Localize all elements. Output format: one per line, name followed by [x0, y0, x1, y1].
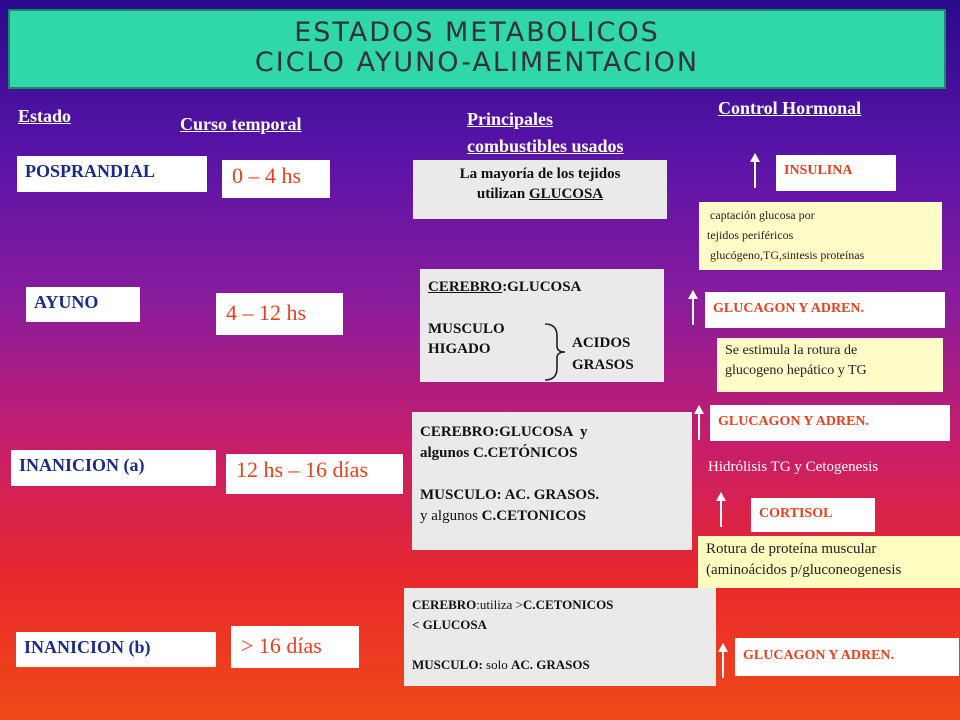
- fuel-inanicion-b-cetonicos: C.CETONICOS: [522, 597, 614, 612]
- fuel-posprandial-line-2: utilizan GLUCOSA: [421, 184, 659, 204]
- note-ayuno-line-2: glucogeno hepático y TG: [725, 363, 867, 378]
- note-posprandial-line-1: captación glucosa por: [707, 208, 815, 222]
- up-arrow-icon: [694, 405, 704, 440]
- note-posprandial-line-2: tejidos periféricos: [707, 228, 794, 242]
- hormone-cortisol: CORTISOL: [751, 498, 875, 532]
- fuel-ayuno-acidos-line-2: GRASOS: [572, 357, 634, 373]
- fuel-inanicion-b-solo: solo: [486, 657, 511, 672]
- fuel-ayuno-line-1: CEREBRO:GLUCOSA: [428, 277, 656, 297]
- header-estado: Estado: [18, 106, 72, 126]
- note-inanicion-a: Rotura de proteína muscular (aminoácidos…: [698, 536, 960, 588]
- fuel-inanicion-b-line-1: CEREBRO:utiliza >C.CETONICOS: [412, 595, 708, 615]
- fuel-ayuno-cerebro: CEREBRO: [428, 279, 503, 295]
- note-ayuno: Se estimula la rotura de glucogeno hepát…: [717, 338, 943, 392]
- note-ayuno-line-1: Se estimula la rotura de: [725, 343, 858, 358]
- fuel-ayuno-higado: HIGADO: [428, 341, 491, 357]
- header-combustibles-line-1: Principales: [467, 109, 553, 129]
- fuel-inanicion-a-line-2: algunos C.CETÓNICOS: [420, 445, 578, 461]
- fuel-ayuno-glucosa: :GLUCOSA: [502, 279, 582, 295]
- fuel-inanicion-b-line-3: MUSCULO: solo AC. GRASOS: [412, 655, 708, 675]
- time-ayuno: 4 – 12 hs: [216, 293, 343, 335]
- title-line-1: ESTADOS METABOLICOS: [294, 17, 660, 48]
- fuel-inanicion-b-utiliza: :utiliza >: [476, 597, 523, 612]
- fuel-posprandial: La mayoría de los tejidos utilizan GLUCO…: [413, 160, 667, 219]
- header-control-hormonal: Control Hormonal: [718, 98, 862, 118]
- fuel-ayuno-acidos-line-1: ACIDOS: [572, 335, 631, 351]
- fuel-ayuno: CEREBRO:GLUCOSA MUSCULO HIGADO: [420, 269, 664, 382]
- header-combustibles: Principales combustibles usados: [467, 106, 624, 160]
- state-inanicion-a: INANICION (a): [11, 450, 216, 486]
- note-hidrolisis: Hidrólisis TG y Cetogenesis: [708, 459, 879, 475]
- state-inanicion-b: INANICION (b): [16, 632, 216, 667]
- header-curso-temporal: Curso temporal: [180, 114, 302, 134]
- fuel-inanicion-b-grasos: AC. GRASOS: [510, 657, 590, 672]
- time-inanicion-b: > 16 días: [231, 626, 359, 668]
- state-posprandial: POSPRANDIAL: [17, 156, 207, 192]
- fuel-inanicion-b-cerebro: CEREBRO: [412, 597, 477, 612]
- fuel-ayuno-musculo: MUSCULO: [428, 321, 505, 337]
- hormone-insulina: INSULINA: [776, 155, 896, 191]
- up-arrow-icon: [688, 290, 698, 325]
- up-arrow-icon: [716, 492, 726, 527]
- fuel-posprandial-text: utilizan: [476, 186, 529, 202]
- fuel-inanicion-b-line-2: < GLUCOSA: [412, 617, 487, 632]
- note-inanicion-a-line-2: (aminoácidos p/gluconeogenesis: [706, 562, 902, 578]
- note-posprandial: captación glucosa por tejidos periférico…: [699, 202, 942, 270]
- fuel-inanicion-a: CEREBRO:GLUCOSA y algunos C.CETÓNICOS MU…: [412, 412, 692, 550]
- hormone-glucagon-inanicion-b: GLUCAGON Y ADREN.: [735, 638, 959, 676]
- note-inanicion-a-line-1: Rotura de proteína muscular: [706, 541, 877, 557]
- fuel-inanicion-b: CEREBRO:utiliza >C.CETONICOS < GLUCOSA M…: [404, 588, 716, 686]
- time-posprandial: 0 – 4 hs: [222, 160, 330, 198]
- note-posprandial-line-3: glucógeno,TG,sintesis proteínas: [707, 248, 865, 262]
- title-line-2: CICLO AYUNO-ALIMENTACION: [254, 47, 700, 78]
- fuel-inanicion-a-cetonicos: C.CETONICOS: [481, 508, 587, 524]
- hormone-glucagon-inanicion-a: GLUCAGON Y ADREN.: [710, 405, 950, 441]
- slide-title: ESTADOS METABOLICOS CICLO AYUNO-ALIMENTA…: [8, 9, 946, 89]
- up-arrow-icon: [718, 643, 728, 678]
- curly-brace-icon: [544, 323, 566, 381]
- fuel-posprandial-glucosa: GLUCOSA: [528, 186, 604, 202]
- header-combustibles-line-2: combustibles usados: [467, 136, 624, 156]
- fuel-inanicion-a-line-1: CEREBRO:GLUCOSA y: [420, 424, 588, 440]
- fuel-inanicion-a-line-3: MUSCULO: AC. GRASOS.: [420, 487, 600, 503]
- hormone-glucagon-ayuno: GLUCAGON Y ADREN.: [705, 292, 945, 328]
- fuel-inanicion-b-musculo: MUSCULO:: [412, 657, 487, 672]
- fuel-inanicion-a-algunos: y algunos: [420, 508, 482, 524]
- fuel-posprandial-line-1: La mayoría de los tejidos: [459, 166, 621, 182]
- fuel-inanicion-a-line-4: y algunos C.CETONICOS: [420, 506, 684, 527]
- fuel-ayuno-acidos: ACIDOS GRASOS: [572, 332, 634, 376]
- time-inanicion-a: 12 hs – 16 días: [226, 454, 403, 494]
- state-ayuno: AYUNO: [26, 287, 140, 322]
- up-arrow-icon: [750, 153, 760, 188]
